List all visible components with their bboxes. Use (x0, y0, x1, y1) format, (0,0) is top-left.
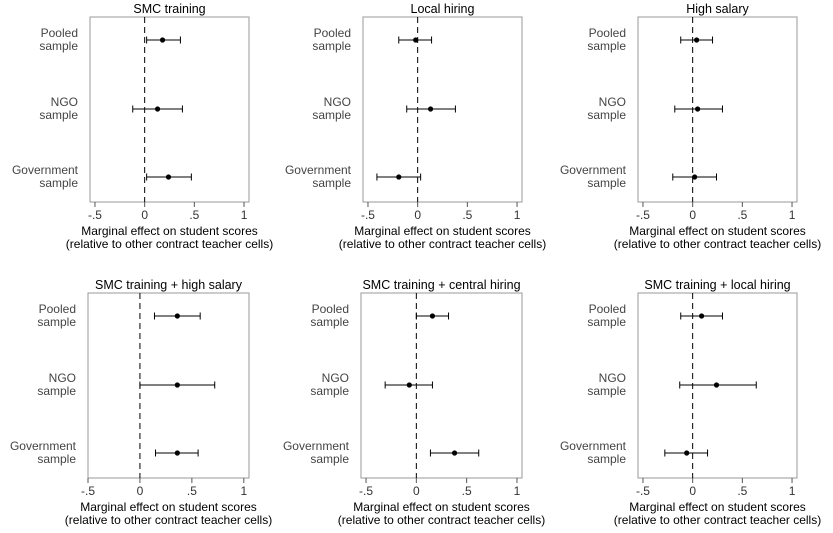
x-axis-label: Marginal effect on student scores (80, 500, 257, 514)
x-tick-label: .5 (462, 484, 472, 498)
x-axis-label: (relative to other contract teacher cell… (338, 513, 545, 527)
point-estimate (406, 382, 412, 388)
x-tick-label: -.5 (361, 208, 375, 222)
category-label: Government sample (283, 439, 350, 466)
x-axis-label: (relative to other contract teacher cell… (66, 237, 273, 251)
plot-frame (637, 16, 798, 203)
x-axis-label: Marginal effect on student scores (353, 500, 530, 514)
panel-title: SMC training (133, 2, 205, 16)
category-label: Government sample (285, 163, 352, 190)
x-tick-label: 0 (141, 208, 148, 222)
point-estimate (695, 106, 701, 112)
x-tick-label: 1 (514, 208, 521, 222)
x-tick-label: -.5 (636, 208, 650, 222)
x-tick-label: .5 (737, 208, 747, 222)
category-label: Government sample (10, 439, 77, 466)
x-tick-label: 0 (413, 484, 420, 498)
point-estimate (684, 450, 690, 456)
point-estimate (427, 106, 434, 112)
panel-2: Local hiring Pooled sample NGO sample Governm… (285, 2, 546, 251)
panel-title: High salary (686, 2, 749, 16)
category-label: Pooled sample (39, 26, 78, 53)
plot-frame (87, 292, 250, 479)
point-estimate (154, 106, 161, 112)
category-label: NGO sample (39, 95, 78, 122)
x-axis-label: (relative to other contract teacher cell… (614, 237, 821, 251)
panel-1: SMC training Pooled sample NGO sample Governm… (12, 2, 273, 251)
category-label: Government sample (12, 163, 79, 190)
x-tick-label: .5 (189, 208, 199, 222)
x-tick-label: -.5 (359, 484, 373, 498)
plot-frame (89, 16, 250, 203)
plot-frame (362, 16, 523, 203)
point-estimate (694, 37, 700, 43)
x-tick-label: 0 (137, 484, 144, 498)
x-tick-label: -.5 (88, 208, 102, 222)
x-tick-label: 1 (789, 484, 796, 498)
point-estimate (699, 313, 705, 319)
category-label: Pooled sample (312, 26, 351, 53)
panel-title: Local hiring (411, 2, 475, 16)
point-estimate (165, 174, 172, 180)
panel-6: SMC training + local hiring Pooled sample N… (560, 278, 821, 527)
point-estimate (396, 174, 402, 180)
panel-5: SMC training + central hiring Pooled sampl… (283, 278, 545, 527)
x-tick-label: 0 (414, 208, 421, 222)
plot-frame (637, 292, 798, 479)
category-label: NGO sample (310, 371, 349, 398)
point-estimate (174, 382, 180, 388)
panel-title: SMC training + local hiring (644, 278, 790, 292)
x-axis-label: (relative to other contract teacher cell… (339, 237, 546, 251)
plot-frame (360, 292, 523, 479)
x-tick-label: 0 (689, 208, 696, 222)
category-label: NGO sample (37, 371, 76, 398)
panel-4: SMC training + high salary Pooled sample NG… (10, 278, 272, 527)
category-label: Pooled sample (587, 302, 626, 329)
point-estimate (174, 313, 180, 319)
category-label: Pooled sample (587, 26, 626, 53)
x-tick-label: -.5 (636, 484, 650, 498)
category-label: Government sample (560, 163, 627, 190)
x-axis-label: (relative to other contract teacher cell… (65, 513, 272, 527)
x-axis-label: Marginal effect on student scores (629, 500, 806, 514)
category-label: Government sample (560, 439, 627, 466)
x-axis-label: Marginal effect on student scores (354, 224, 531, 238)
x-axis-label: (relative to other contract teacher cell… (614, 513, 821, 527)
point-estimate (451, 450, 458, 456)
panel-3: High salary Pooled sample NGO sample Governme… (560, 2, 821, 251)
x-axis-label: Marginal effect on student scores (629, 224, 806, 238)
x-tick-label: 1 (789, 208, 796, 222)
x-tick-label: .5 (187, 484, 197, 498)
x-tick-label: 1 (240, 484, 247, 498)
x-tick-label: -.5 (81, 484, 95, 498)
category-label: Pooled sample (310, 302, 349, 329)
point-estimate (429, 313, 436, 319)
point-estimate (692, 174, 698, 180)
category-label: NGO sample (312, 95, 351, 122)
point-estimate (159, 37, 166, 43)
x-tick-label: 1 (241, 208, 248, 222)
panel-title: SMC training + high salary (95, 278, 243, 292)
point-estimate (413, 37, 419, 43)
category-label: NGO sample (587, 95, 626, 122)
x-axis-label: Marginal effect on student scores (81, 224, 258, 238)
x-tick-label: .5 (462, 208, 472, 222)
category-label: Pooled sample (37, 302, 76, 329)
x-tick-label: .5 (737, 484, 747, 498)
point-estimate (174, 450, 180, 456)
category-label: NGO sample (587, 371, 626, 398)
point-estimate (713, 382, 720, 388)
x-tick-label: 0 (689, 484, 696, 498)
x-tick-label: 1 (514, 484, 521, 498)
panel-title: SMC training + central hiring (362, 278, 520, 292)
